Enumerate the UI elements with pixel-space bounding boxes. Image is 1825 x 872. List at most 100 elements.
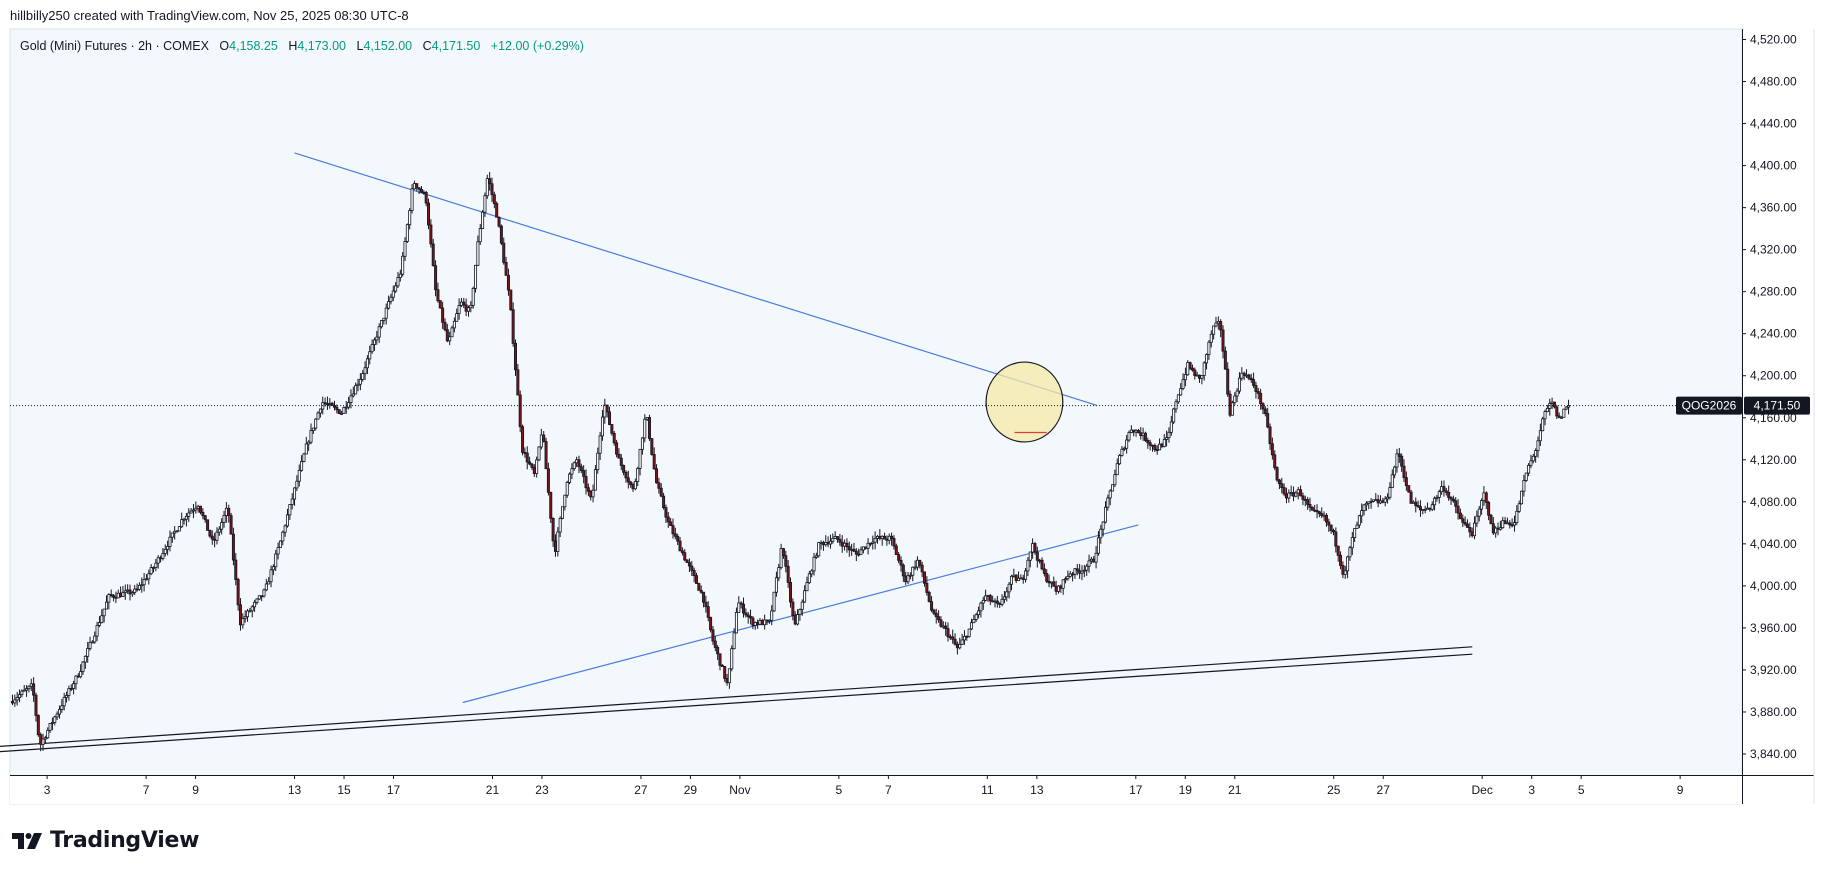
candle-down [1219, 321, 1223, 331]
tradingview-logo-icon [12, 832, 42, 849]
candle-down [821, 541, 825, 546]
candle-up [166, 545, 170, 550]
candle-up [116, 592, 120, 599]
candle-up [1364, 502, 1368, 506]
candle-up [1289, 492, 1293, 494]
candle-up [1348, 547, 1352, 558]
candle-up [217, 528, 221, 533]
candle-up [1089, 558, 1093, 562]
candle-down [897, 554, 901, 561]
candle-up [1169, 421, 1173, 433]
candle-up [248, 610, 252, 613]
candle-down [1463, 521, 1467, 525]
candle-up [474, 264, 478, 289]
candle-down [922, 571, 926, 584]
candle-down [1555, 406, 1559, 417]
symbol-legend[interactable]: Gold (Mini) Futures · 2h · COMEX O4,158.… [20, 39, 584, 53]
candle-up [1426, 507, 1430, 510]
candle-up [1202, 362, 1206, 376]
candle-down [1454, 500, 1458, 507]
candle-down [422, 191, 426, 194]
candle-up [1564, 406, 1568, 410]
time-tick-label: 9 [192, 783, 199, 797]
candle-down [765, 619, 769, 622]
candle-up [469, 304, 473, 309]
candle-up [372, 339, 376, 345]
candle-down [1092, 558, 1096, 563]
candle-up [1433, 497, 1437, 506]
candle-down [513, 342, 517, 371]
candle-up [1343, 570, 1347, 575]
candle-up [1207, 341, 1211, 355]
candle-down [1193, 369, 1197, 376]
candle-down [937, 616, 941, 621]
price-tick-label: 4,120.00 [1750, 453, 1797, 467]
candle-down [516, 369, 520, 396]
candle-down [260, 595, 264, 598]
candle-up [222, 515, 226, 523]
candle-down [1331, 530, 1335, 533]
candle-down [1465, 523, 1469, 528]
candle-up [880, 535, 884, 539]
candle-down [946, 628, 950, 638]
candle-up [1096, 537, 1100, 554]
candle-up [1346, 556, 1350, 572]
candle-up [90, 641, 94, 644]
candle-up [1179, 388, 1183, 396]
candle-up [1360, 510, 1364, 517]
candle-up [262, 589, 266, 597]
candle-down [34, 694, 38, 716]
candle-up [1534, 450, 1538, 457]
candle-down [845, 542, 849, 548]
tradingview-footer[interactable]: TradingView [12, 828, 199, 853]
candle-up [1106, 497, 1110, 508]
candle-down [438, 300, 442, 309]
candle-down [683, 552, 687, 561]
price-tick-label: 4,040.00 [1750, 537, 1797, 551]
candle-up [271, 566, 275, 571]
candle-up [1245, 374, 1249, 377]
candle-up [25, 688, 29, 691]
candle-down [1339, 554, 1343, 566]
candle-up [1026, 559, 1030, 572]
candle-up [598, 435, 602, 454]
candle-up [285, 514, 289, 527]
time-tick-label: 9 [1677, 783, 1684, 797]
candle-down [1292, 492, 1296, 497]
candle-down [694, 575, 698, 584]
candle-down [1329, 524, 1333, 531]
candle-up [643, 418, 647, 439]
candle-up [800, 601, 804, 610]
candle-down [1489, 514, 1493, 525]
candle-up [297, 469, 301, 482]
candle-up [871, 541, 875, 544]
candle-up [1214, 322, 1218, 327]
candle-down [1075, 568, 1079, 572]
candle-down [1132, 429, 1136, 433]
candle-down [991, 600, 995, 603]
candle-down [159, 557, 163, 560]
candle-down [1261, 403, 1265, 410]
candle-up [1158, 443, 1162, 451]
candle-down [553, 540, 557, 552]
candle-up [758, 620, 762, 625]
candle-up [915, 559, 919, 568]
highlight-ellipse [985, 361, 1064, 443]
candle-up [476, 241, 480, 266]
price-tick-label: 3,960.00 [1750, 621, 1797, 635]
candle-down [488, 178, 492, 185]
candle-down [619, 457, 623, 466]
candle-down [551, 517, 555, 542]
candle-up [887, 535, 891, 541]
candle-down [337, 409, 341, 414]
candle-up [600, 416, 604, 437]
candlestick-series [10, 172, 1571, 752]
candle-down [934, 612, 938, 618]
candle-up [1395, 453, 1399, 468]
candle-down [948, 636, 952, 639]
candle-down [506, 274, 510, 291]
candle-up [1073, 568, 1077, 575]
candle-up [1134, 429, 1138, 433]
candle-up [389, 296, 393, 302]
